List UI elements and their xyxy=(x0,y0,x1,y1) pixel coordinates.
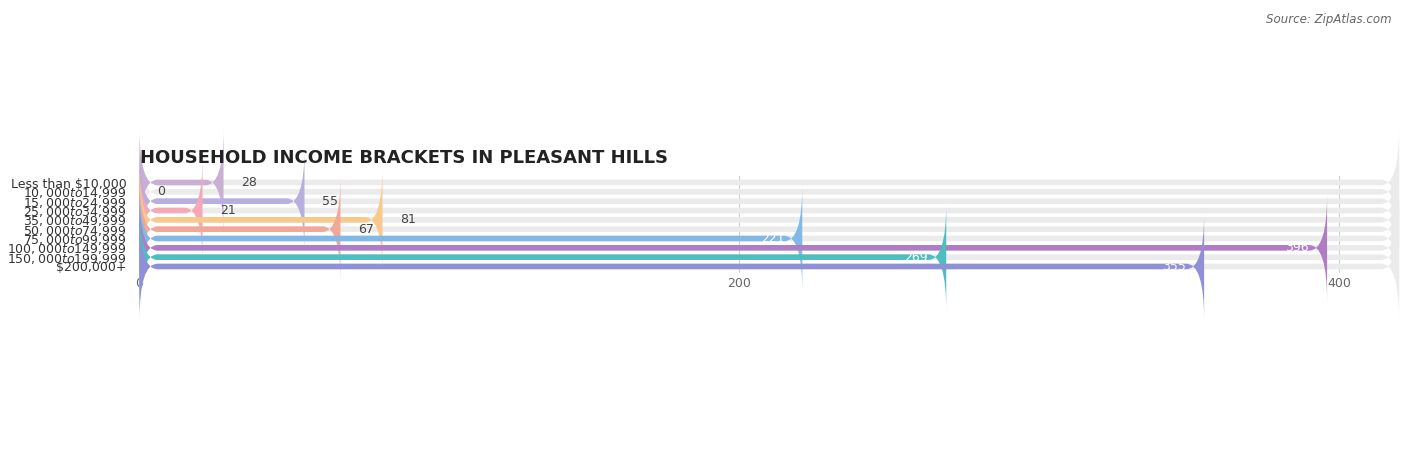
Text: 355: 355 xyxy=(1163,260,1187,273)
Text: HOUSEHOLD INCOME BRACKETS IN PLEASANT HILLS: HOUSEHOLD INCOME BRACKETS IN PLEASANT HI… xyxy=(139,149,668,167)
FancyBboxPatch shape xyxy=(139,204,1399,310)
Text: 67: 67 xyxy=(359,223,374,236)
FancyBboxPatch shape xyxy=(139,167,1399,273)
FancyBboxPatch shape xyxy=(139,148,305,254)
FancyBboxPatch shape xyxy=(139,213,1204,320)
FancyBboxPatch shape xyxy=(139,139,1399,245)
FancyBboxPatch shape xyxy=(139,157,202,264)
Text: Source: ZipAtlas.com: Source: ZipAtlas.com xyxy=(1267,13,1392,26)
FancyBboxPatch shape xyxy=(139,176,1399,282)
FancyBboxPatch shape xyxy=(139,185,1399,292)
Text: 0: 0 xyxy=(157,185,166,198)
FancyBboxPatch shape xyxy=(139,167,382,273)
Text: 396: 396 xyxy=(1285,241,1309,254)
Text: 28: 28 xyxy=(242,176,257,189)
FancyBboxPatch shape xyxy=(139,204,946,310)
FancyBboxPatch shape xyxy=(139,148,1399,254)
FancyBboxPatch shape xyxy=(139,129,224,236)
FancyBboxPatch shape xyxy=(139,157,1399,264)
FancyBboxPatch shape xyxy=(139,195,1399,301)
FancyBboxPatch shape xyxy=(139,129,1399,236)
FancyBboxPatch shape xyxy=(139,185,803,292)
Text: 269: 269 xyxy=(904,251,928,264)
FancyBboxPatch shape xyxy=(139,213,1399,320)
FancyBboxPatch shape xyxy=(139,176,340,282)
Text: 55: 55 xyxy=(322,195,339,208)
Text: 81: 81 xyxy=(401,213,416,226)
Text: 221: 221 xyxy=(761,232,785,245)
FancyBboxPatch shape xyxy=(139,195,1327,301)
Text: 21: 21 xyxy=(221,204,236,217)
